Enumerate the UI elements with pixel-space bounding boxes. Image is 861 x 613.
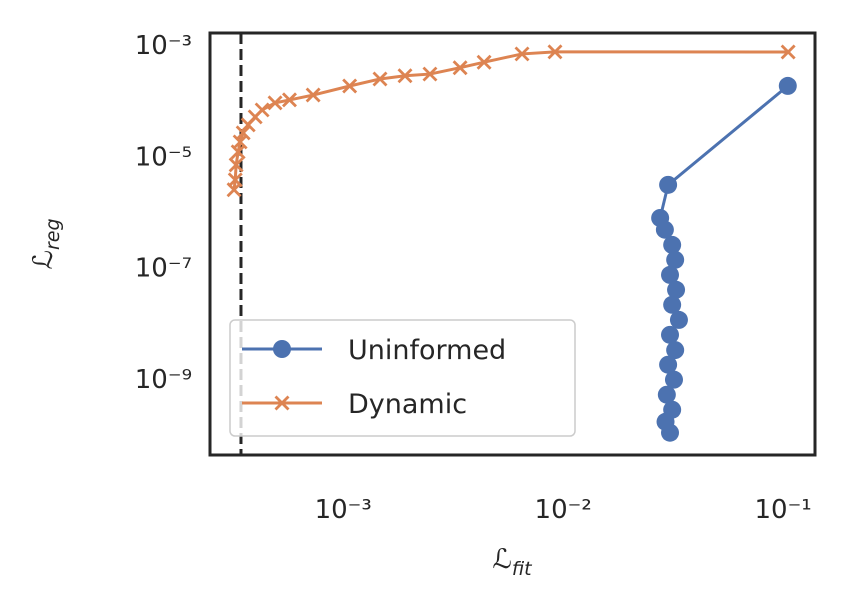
point [666,250,685,269]
point [663,295,682,314]
point [240,117,256,133]
point [667,280,686,299]
legend-marker [274,395,290,411]
point [661,423,680,442]
y-tick-label: 10⁻³ [135,31,192,61]
point [666,341,685,360]
point [664,370,683,389]
point [267,95,283,111]
legend-marker [273,340,291,358]
series-line [232,50,789,190]
legend: Uninformed Dynamic [229,319,576,437]
point [282,92,297,108]
point [235,125,251,141]
point [659,355,678,374]
point [655,220,674,239]
point [305,87,321,103]
point [661,265,680,284]
point [659,175,678,194]
y-tick-label: 10⁻⁹ [135,365,192,395]
point [780,44,796,60]
point [372,71,388,87]
axes-frame [208,31,817,457]
point [661,325,680,344]
y-tick-label: 10⁻⁵ [135,142,192,172]
legend-label: Uninformed [348,335,506,366]
x-axis-label: ℒfit [492,544,533,580]
point [452,60,468,76]
x-tick-label: 10⁻³ [315,495,372,525]
point [669,310,688,329]
y-axis-label: ℒreg [28,218,64,269]
legend-label: Dynamic [348,389,467,420]
point [476,54,492,70]
point [397,68,413,84]
point [342,78,358,94]
point [778,76,797,95]
y-tick-label: 10⁻⁷ [135,254,192,284]
point [547,44,563,60]
x-tick-label: 10⁻² [535,495,592,525]
point [230,144,246,160]
point [514,46,530,62]
point [226,182,242,198]
point [228,157,244,173]
plot-area [226,33,797,455]
point [422,66,438,82]
x-tick-label: 10⁻¹ [755,495,812,525]
point [657,385,676,404]
point [663,235,682,254]
